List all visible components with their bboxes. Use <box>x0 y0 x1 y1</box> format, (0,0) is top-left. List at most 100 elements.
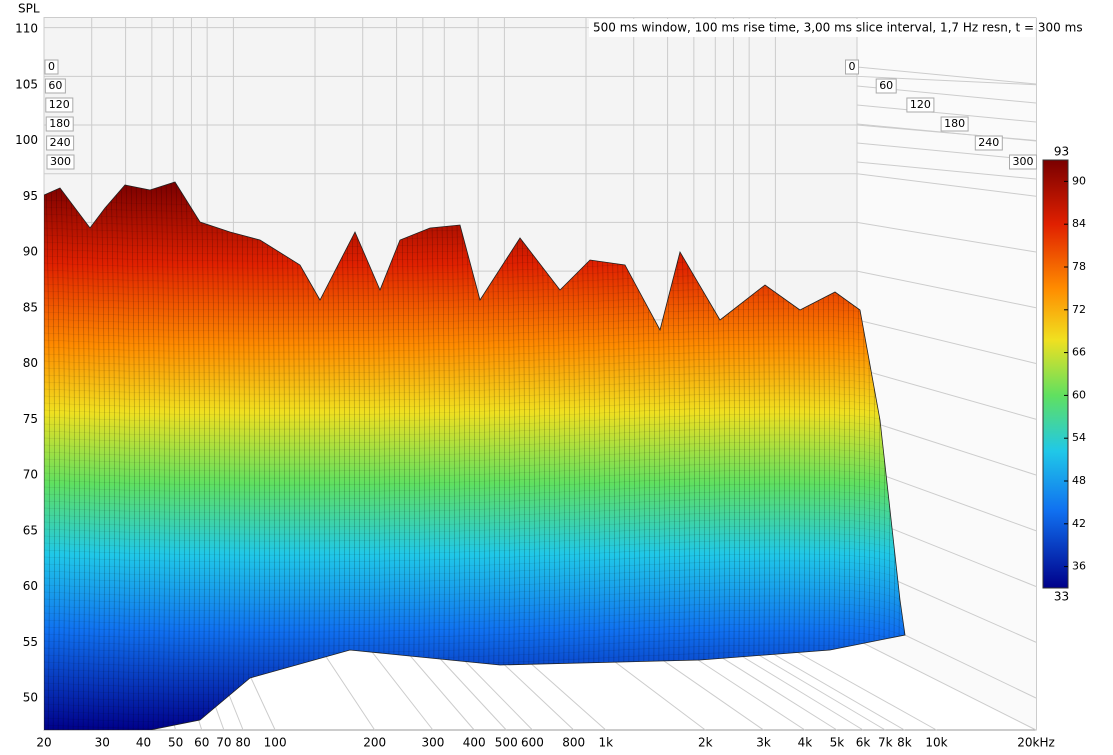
x-tick-label: 20kHz <box>1017 736 1055 750</box>
time-label-box <box>875 78 897 94</box>
x-tick-label: 1k <box>598 736 613 750</box>
x-tick-label: 500 <box>495 736 518 750</box>
y-tick-label: 70 <box>23 468 38 482</box>
contour-line <box>44 490 905 508</box>
contour-line <box>44 518 905 536</box>
colorbar-tick-label: 78 <box>1072 260 1086 273</box>
contour-line <box>44 497 905 515</box>
contour-line <box>44 462 905 480</box>
ridge-line <box>70 182 75 730</box>
ridge-line <box>230 182 235 730</box>
colorbar-tick-label: 84 <box>1072 217 1086 230</box>
ridge-line <box>260 182 265 730</box>
y-tick-label: 55 <box>23 635 38 649</box>
contour-line <box>44 469 905 487</box>
y-tick-label: 95 <box>23 189 38 203</box>
ridge-line <box>75 182 80 730</box>
ridge-line <box>460 182 465 730</box>
x-tick-label: 2k <box>698 736 713 750</box>
ridge-line <box>50 182 55 730</box>
contour-line <box>44 546 905 564</box>
time-tick-label: 300 <box>50 155 71 168</box>
y-tick-label: 105 <box>15 77 38 91</box>
colorbar-tick-label: 54 <box>1072 431 1086 444</box>
ridge-line <box>265 182 270 730</box>
ridge-line <box>520 182 525 730</box>
x-tick-label: 3k <box>756 736 771 750</box>
contour-line <box>44 364 905 382</box>
contour-line <box>44 588 905 606</box>
ridge-line <box>455 182 460 730</box>
ridge-line <box>410 182 415 730</box>
time-label-box <box>44 78 66 94</box>
time-tick-label: 120 <box>910 98 931 111</box>
ridge-line <box>85 182 90 730</box>
ridge-line <box>45 182 50 730</box>
contour-line <box>44 448 905 466</box>
contour-line <box>44 602 905 620</box>
contour-line <box>44 581 905 599</box>
ridge-line <box>435 182 440 730</box>
colorbar-tick-label: 72 <box>1072 303 1086 316</box>
ridge-line <box>60 182 65 730</box>
ridge-line <box>160 182 165 730</box>
time-tick-label: 300 <box>1013 155 1034 168</box>
x-tick-label: 30 <box>95 736 110 750</box>
time-tick-label: 0 <box>849 60 856 73</box>
x-tick-label: 200 <box>363 736 386 750</box>
x-tick-label: 300 <box>421 736 444 750</box>
ridge-line <box>525 182 530 730</box>
time-tick-label: 60 <box>879 79 893 92</box>
y-tick-label: 90 <box>23 245 38 259</box>
ridge-line <box>205 182 210 730</box>
contour-line <box>44 553 905 571</box>
contour-line <box>44 609 905 627</box>
y-tick-label: 65 <box>23 523 38 537</box>
time-tick-label: 240 <box>978 136 999 149</box>
x-tick-label: 6k <box>856 736 871 750</box>
contour-line <box>44 315 905 333</box>
contour-line <box>44 434 905 452</box>
ridge-line <box>135 182 140 730</box>
x-tick-label: 800 <box>562 736 585 750</box>
contour-line <box>44 378 905 396</box>
ridge-line <box>115 182 120 730</box>
ridge-line <box>105 182 110 730</box>
y-tick-label: 100 <box>15 133 38 147</box>
contour-line <box>44 504 905 522</box>
ridge-line <box>405 182 410 730</box>
ridge-line <box>250 182 255 730</box>
time-label-box <box>46 135 75 151</box>
time-label-box <box>974 135 1003 151</box>
time-grid-line <box>856 161 1037 180</box>
contour-line <box>44 343 905 361</box>
time-tick-label: 180 <box>49 117 70 130</box>
y-tick-label: 80 <box>23 356 38 370</box>
time-grid-line <box>856 104 1037 123</box>
colorbar-tick-label: 66 <box>1072 346 1086 359</box>
contour-line <box>44 595 905 613</box>
time-grid-line <box>856 142 1037 161</box>
x-tick-label: 8k <box>897 736 912 750</box>
ridge-line <box>190 182 195 730</box>
ridge-line <box>100 182 105 730</box>
contour-line <box>44 413 905 431</box>
contour-line <box>44 392 905 410</box>
time-tick-label: 180 <box>944 117 965 130</box>
ridge-line <box>400 182 405 730</box>
side-wall <box>857 18 1036 730</box>
time-tick-label: 0 <box>48 60 55 73</box>
ridge-line <box>175 182 180 730</box>
ridge-line <box>440 182 445 730</box>
contour-line <box>44 630 905 648</box>
colorbar-tick-label: 90 <box>1072 174 1086 187</box>
x-tick-label: 40 <box>136 736 151 750</box>
time-label-box <box>906 97 935 113</box>
ridge-line <box>445 182 450 730</box>
labels: 110 105 100 95 90 85 80 75 70 65 60 55 50 20 30 40 50 60 7… <box>15 22 1086 750</box>
x-tick-label: 100 <box>264 736 287 750</box>
x-tick-label: 4k <box>798 736 813 750</box>
ridge-line <box>430 182 435 730</box>
ridge-line <box>215 182 220 730</box>
x-tick-label: 20 <box>36 736 51 750</box>
